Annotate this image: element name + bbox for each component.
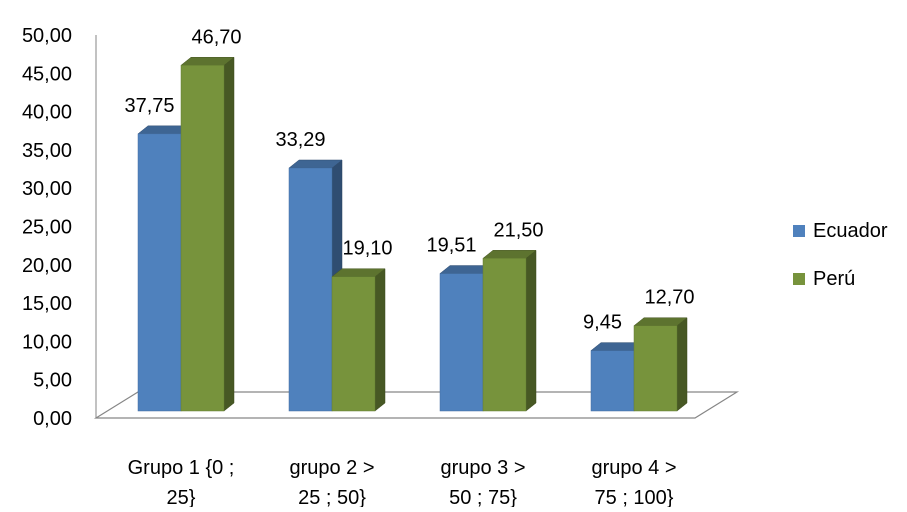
y-tick-label: 20,00 [22, 255, 72, 277]
x-tick-label: grupo 3 > [440, 457, 525, 479]
y-tick-label: 50,00 [22, 25, 72, 47]
y-tick-label: 25,00 [22, 217, 72, 239]
data-label: 19,51 [426, 235, 476, 257]
x-tick-label: 75 ; 100} [595, 487, 674, 507]
bar-ecuador [137, 133, 182, 412]
x-tick-label: Grupo 1 {0 ; [128, 457, 235, 479]
legend-swatch-peru [793, 273, 805, 285]
y-tick-label: 0,00 [33, 408, 72, 430]
bar-perú [482, 258, 527, 412]
data-label: 21,50 [493, 219, 543, 241]
bar-ecuador [590, 350, 635, 412]
legend-swatch-ecuador [793, 225, 805, 237]
bar-ecuador [288, 167, 333, 412]
data-label: 46,70 [191, 26, 241, 48]
bar-ecuador [439, 273, 484, 412]
bar-side-perú [223, 56, 235, 412]
y-tick-label: 30,00 [22, 178, 72, 200]
y-tick-label: 35,00 [22, 140, 72, 162]
data-label: 9,45 [583, 312, 622, 334]
x-tick-label: 25} [167, 487, 196, 507]
bar-side-perú [525, 249, 537, 412]
data-label: 33,29 [275, 129, 325, 151]
bar-side-perú [374, 268, 386, 412]
bar-perú [331, 276, 376, 412]
x-tick-label: 50 ; 75} [449, 487, 517, 507]
data-label: 12,70 [644, 287, 694, 309]
x-tick-label: grupo 2 > [289, 457, 374, 479]
y-tick-label: 45,00 [22, 63, 72, 85]
legend-label-peru: Perú [813, 267, 856, 290]
data-label: 37,75 [124, 95, 174, 117]
y-tick-label: 5,00 [33, 370, 72, 392]
bar-perú [633, 325, 678, 412]
legend-item-peru: Perú [793, 266, 888, 292]
x-tick-label: 25 ; 50} [298, 487, 366, 507]
bar-perú [180, 65, 225, 412]
y-tick-label: 40,00 [22, 102, 72, 124]
y-tick-label: 10,00 [22, 331, 72, 353]
data-label: 19,10 [342, 238, 392, 260]
x-tick-label: grupo 4 > [591, 457, 676, 479]
legend-label-ecuador: Ecuador [813, 219, 888, 242]
bar-side-perú [676, 317, 688, 412]
legend-item-ecuador: Ecuador [793, 218, 888, 244]
chart-floor [93, 391, 740, 419]
y-tick-label: 15,00 [22, 293, 72, 315]
legend: Ecuador Perú [793, 218, 888, 314]
